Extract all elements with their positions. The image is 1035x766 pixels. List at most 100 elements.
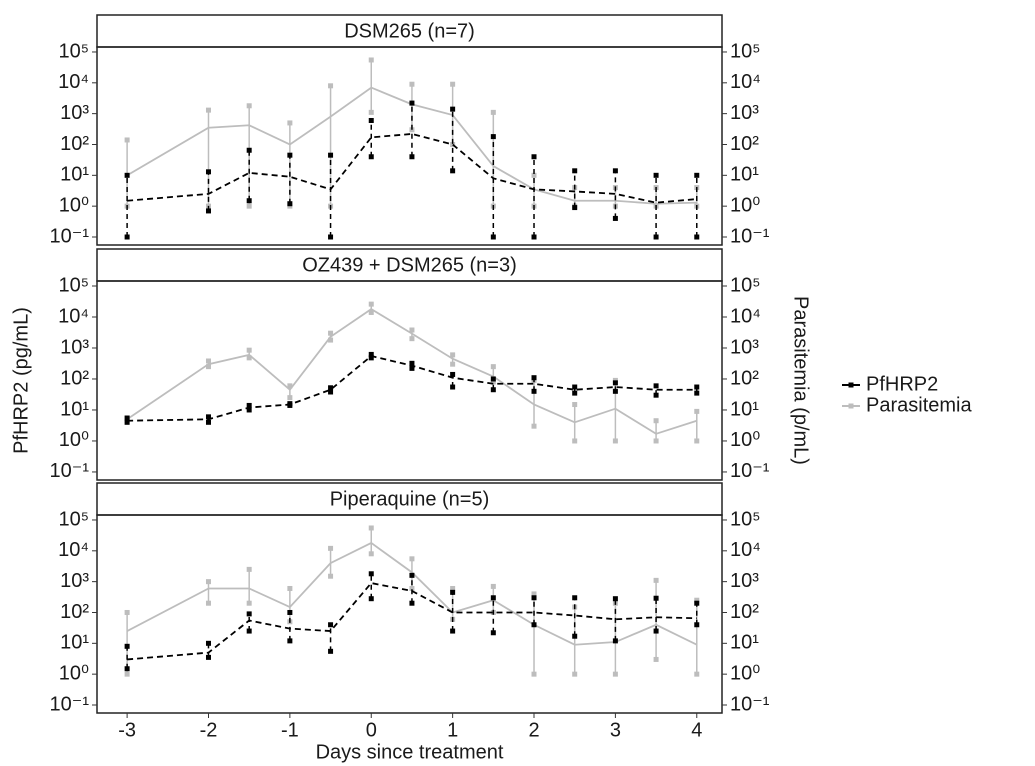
error-cap (328, 385, 334, 391)
error-cap (694, 597, 700, 603)
error-cap (612, 380, 618, 386)
y2-tick-label: 10⁻¹ (730, 225, 770, 247)
y-tick-label: 10⁰ (59, 194, 89, 216)
error-cap (124, 137, 130, 143)
error-cap (409, 572, 415, 578)
y-tick-label: 10⁻¹ (50, 460, 90, 482)
error-cap (328, 389, 334, 395)
y2-tick-label: 10³ (730, 102, 759, 124)
error-cap (572, 390, 578, 396)
error-cap (531, 423, 537, 429)
error-cap (450, 585, 456, 591)
error-cap (409, 365, 415, 371)
y-tick-label: 10³ (60, 102, 89, 124)
error-cap (246, 628, 252, 634)
error-cap (531, 234, 537, 240)
error-cap (653, 628, 659, 634)
error-cap (368, 117, 374, 123)
x-tick-label: 2 (528, 719, 539, 741)
y-tick-label: 10³ (60, 336, 89, 358)
y2-tick-label: 10⁵ (730, 274, 761, 296)
y-tick-label: 10⁻¹ (50, 693, 90, 715)
error-cap (246, 198, 252, 204)
error-cap (612, 638, 618, 644)
error-cap (409, 556, 415, 562)
error-cap (409, 327, 415, 333)
panel-strip (96, 482, 723, 516)
series-line (126, 308, 698, 435)
error-cap (653, 383, 659, 389)
legend-label: PfHRP2 (866, 373, 938, 395)
error-cap (612, 215, 618, 221)
error-cap (572, 402, 578, 408)
error-cap (124, 666, 130, 672)
error-cap (205, 364, 211, 370)
error-cap (246, 103, 252, 109)
error-cap (287, 638, 293, 644)
error-cap (205, 208, 211, 214)
y2-tick-label: 10⁰ (730, 662, 760, 684)
y2-tick-label: 10⁴ (730, 71, 761, 93)
error-cap (368, 109, 374, 115)
panel-frame (96, 514, 723, 714)
error-cap (694, 600, 700, 606)
y-tick-label: 10⁴ (58, 539, 89, 561)
error-cap (450, 361, 456, 367)
legend-label: Parasitemia (866, 394, 972, 416)
error-cap (205, 169, 211, 175)
y2-tick-label: 10³ (730, 336, 759, 358)
error-cap (205, 600, 211, 606)
error-cap (409, 360, 415, 366)
error-cap (653, 438, 659, 444)
y2-axis-label: Parasitemia (p/mL) (790, 296, 812, 465)
y-tick-label: 10⁴ (58, 305, 89, 327)
error-cap (246, 355, 252, 361)
panel-frame (96, 280, 723, 481)
y-tick-label: 10¹ (60, 398, 89, 420)
y-tick-label: 10² (60, 367, 89, 389)
panel-title: Piperaquine (n=5) (330, 488, 490, 510)
error-cap (612, 596, 618, 602)
error-cap (205, 419, 211, 425)
error-cap (572, 595, 578, 601)
error-cap (409, 585, 415, 591)
error-cap (450, 141, 456, 147)
error-cap (490, 387, 496, 393)
error-cap (490, 630, 496, 636)
y2-tick-label: 10⁴ (730, 539, 761, 561)
panel-frame (96, 46, 723, 246)
error-cap (694, 671, 700, 677)
y-tick-label: 10⁰ (59, 429, 89, 451)
error-cap (694, 438, 700, 444)
error-cap (205, 414, 211, 420)
y2-tick-label: 10² (730, 601, 759, 623)
error-cap (572, 671, 578, 677)
error-cap (490, 595, 496, 601)
y-tick-label: 10¹ (60, 164, 89, 186)
error-cap (612, 388, 618, 394)
error-cap (246, 402, 252, 408)
error-cap (572, 633, 578, 639)
error-cap (246, 407, 252, 413)
error-cap (490, 234, 496, 240)
y2-tick-label: 10⁻¹ (730, 693, 770, 715)
y-tick-label: 10⁴ (58, 71, 89, 93)
error-cap (531, 375, 537, 381)
error-cap (450, 628, 456, 634)
error-cap (246, 203, 252, 209)
error-cap (531, 172, 537, 178)
error-cap (490, 376, 496, 382)
y2-tick-label: 10³ (730, 570, 759, 592)
error-cap (572, 438, 578, 444)
error-cap (653, 234, 659, 240)
error-cap (409, 100, 415, 106)
error-cap (328, 545, 334, 551)
error-cap (490, 364, 496, 370)
error-cap (287, 609, 293, 615)
legend-marker (848, 382, 854, 388)
error-cap (124, 172, 130, 178)
error-cap (490, 583, 496, 589)
error-cap (450, 384, 456, 390)
error-cap (531, 622, 537, 628)
